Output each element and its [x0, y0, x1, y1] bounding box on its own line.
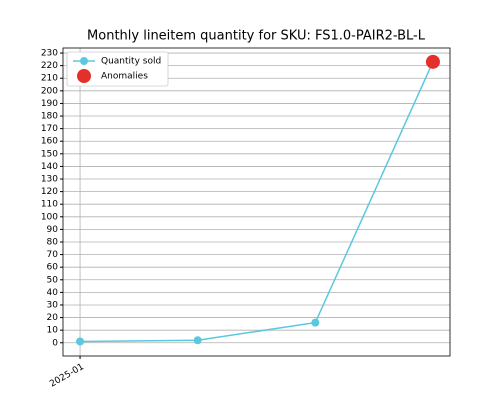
- y-tick-label: 70: [47, 250, 59, 260]
- anomaly-point: [425, 54, 440, 69]
- y-tick-label: 60: [47, 263, 59, 273]
- y-tick-label: 230: [41, 49, 58, 59]
- plot-frame: [62, 47, 451, 357]
- y-tick-label: 10: [47, 326, 59, 336]
- y-tick-label: 40: [47, 288, 59, 298]
- y-tick-label: 220: [41, 61, 58, 71]
- legend-marker: [77, 69, 91, 83]
- y-tick-label: 160: [41, 137, 58, 147]
- y-tick-label: 0: [52, 338, 58, 348]
- y-tick-label: 140: [41, 162, 58, 172]
- x-tick-label: 2025-01: [48, 362, 86, 389]
- y-tick-label: 80: [47, 237, 59, 247]
- y-tick-label: 170: [41, 124, 58, 134]
- y-tick-label: 100: [41, 212, 58, 222]
- y-tick-label: 200: [41, 86, 58, 96]
- y-tick-label: 110: [41, 200, 58, 210]
- y-tick-label: 50: [47, 275, 59, 285]
- y-tick-label: 150: [41, 149, 58, 159]
- y-tick-label: 180: [41, 112, 58, 122]
- point: [193, 336, 202, 345]
- series-line: [80, 61, 434, 343]
- legend: Quantity sold Anomalies: [66, 51, 169, 87]
- point: [311, 318, 320, 327]
- legend-label: Quantity sold: [101, 57, 161, 67]
- y-tick-label: 30: [47, 300, 59, 310]
- y-tick-label: 190: [41, 99, 58, 109]
- y-tick-label: 120: [41, 187, 58, 197]
- chart-title: Monthly lineitem quantity for SKU: FS1.0…: [87, 29, 426, 44]
- y-tick-label: 20: [47, 313, 59, 323]
- y-tick-label: 90: [47, 225, 59, 235]
- y-tick-label: 210: [41, 74, 58, 84]
- point: [76, 337, 85, 346]
- legend-label: Anomalies: [101, 72, 148, 82]
- legend-marker: [80, 57, 88, 65]
- y-tick-label: 130: [41, 175, 58, 185]
